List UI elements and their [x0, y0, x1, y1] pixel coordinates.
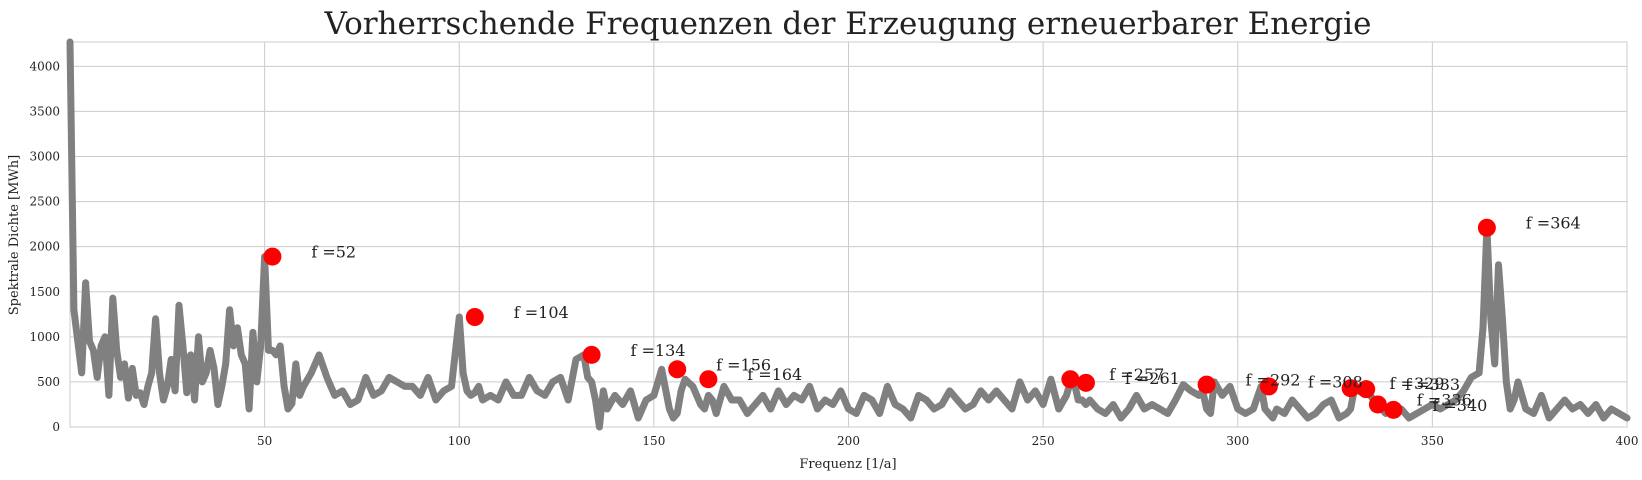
peak-markers [263, 218, 1496, 419]
peak-label: f =257 [1109, 365, 1164, 384]
peak-marker [1384, 400, 1403, 419]
chart-title: Vorherrschende Frequenzen der Erzeugung … [324, 6, 1372, 42]
x-tick-label: 350 [1421, 434, 1444, 448]
peak-label: f =308 [1308, 372, 1363, 391]
y-tick-label: 1500 [29, 285, 60, 299]
peak-marker [1197, 375, 1216, 394]
peak-marker [1076, 373, 1095, 392]
peak-marker [699, 370, 718, 389]
y-tick-label: 500 [37, 375, 60, 389]
y-tick-label: 0 [52, 420, 60, 434]
peak-label: f =364 [1526, 214, 1581, 233]
x-tick-label: 50 [257, 434, 272, 448]
peak-label: f =340 [1432, 396, 1487, 415]
y-tick-label: 1000 [29, 330, 60, 344]
grid [70, 42, 1628, 428]
peak-marker [668, 360, 687, 379]
peak-label: f =156 [716, 355, 771, 374]
peak-marker [1259, 377, 1278, 396]
peak-label: f =104 [514, 303, 569, 322]
x-tick-label: 250 [1032, 434, 1055, 448]
peak-marker [1368, 395, 1387, 414]
peak-label: f =336 [1417, 390, 1472, 409]
peak-marker [465, 308, 484, 326]
x-tick-label: 400 [1616, 434, 1639, 448]
peak-label: f =329 [1390, 374, 1445, 393]
y-axis-ticks: 0 500 1000 1500 2000 2500 3000 3500 4000 [29, 59, 60, 434]
x-tick-label: 100 [448, 434, 471, 448]
y-tick-label: 3500 [29, 104, 60, 118]
peak-marker [1341, 379, 1360, 398]
peak-marker [1357, 380, 1376, 399]
peak-marker [263, 247, 282, 266]
y-axis-label: Spektrale Dichte [MWh] [7, 155, 22, 315]
peak-label: f =164 [747, 365, 802, 384]
peak-marker [1477, 218, 1496, 237]
x-axis-label: Frequenz [1/a] [799, 457, 896, 472]
x-tick-label: 200 [837, 434, 860, 448]
peak-marker [582, 345, 601, 364]
y-tick-label: 3000 [29, 150, 60, 164]
y-tick-label: 2000 [29, 240, 60, 254]
x-tick-label: 150 [642, 434, 665, 448]
peak-label: f =52 [311, 243, 356, 262]
peak-label: f =333 [1405, 375, 1460, 394]
x-tick-label: 300 [1226, 434, 1249, 448]
peak-label: f =261 [1125, 369, 1180, 388]
x-axis-ticks: 50 100 150 200 250 300 350 400 [257, 434, 1638, 448]
y-tick-label: 4000 [29, 59, 60, 73]
peak-label: f =134 [631, 341, 686, 360]
y-tick-label: 2500 [29, 195, 60, 209]
peak-marker [1061, 370, 1080, 389]
peak-label: f =292 [1246, 371, 1301, 390]
